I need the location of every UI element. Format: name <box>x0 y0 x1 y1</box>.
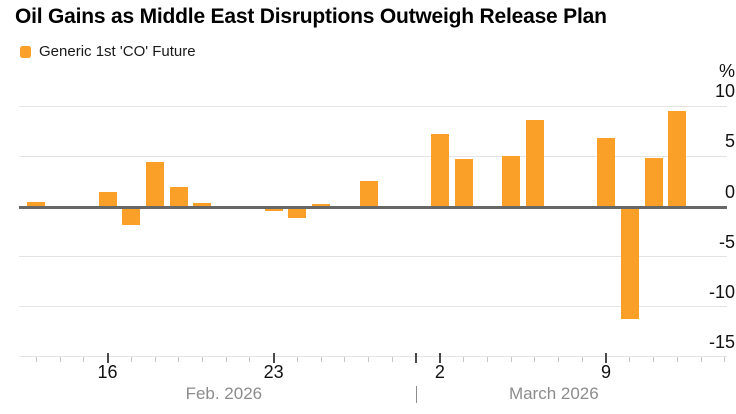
x-major-tick <box>272 353 275 364</box>
x-minor-tick <box>320 356 322 363</box>
y-tick-label--10: -10 <box>708 281 735 302</box>
y-axis-unit-label: % <box>718 61 735 82</box>
bar-mar-11 <box>644 158 663 207</box>
x-minor-tick <box>368 356 370 363</box>
bar-feb-16 <box>98 192 117 207</box>
x-minor-tick <box>558 356 560 363</box>
x-minor-tick <box>296 356 298 363</box>
month-label-1: Feb. 2026 <box>185 384 263 403</box>
x-major-tick <box>438 353 441 364</box>
gridline--15 <box>19 356 727 358</box>
x-minor-tick <box>178 356 180 363</box>
x-major-tick <box>106 353 109 364</box>
y-tick-label-10: 10 <box>714 81 735 102</box>
x-minor-tick <box>154 356 156 363</box>
x-major-tick <box>415 353 418 364</box>
bar-feb-27 <box>359 181 378 207</box>
y-tick-label--15: -15 <box>708 331 735 352</box>
x-major-tick <box>605 353 608 364</box>
x-minor-tick <box>35 356 37 363</box>
x-minor-tick <box>344 356 346 363</box>
x-minor-tick <box>249 356 251 363</box>
bar-mar-9 <box>597 138 616 207</box>
x-minor-tick <box>486 356 488 363</box>
x-minor-tick <box>700 356 702 363</box>
gridline--10 <box>19 306 727 308</box>
x-tick-label-9: 9 <box>601 362 612 382</box>
x-tick-label-16: 16 <box>97 362 118 382</box>
gridline-5 <box>19 155 727 157</box>
x-minor-tick <box>83 356 85 363</box>
legend: Generic 1st 'CO' Future <box>20 43 196 60</box>
chart-title: Oil Gains as Middle East Disruptions Out… <box>15 5 607 28</box>
bar-mar-10 <box>620 206 639 319</box>
bar-feb-13 <box>27 202 46 207</box>
x-minor-tick <box>653 356 655 363</box>
bar-mar-2 <box>430 134 449 207</box>
bar-mar-3 <box>454 159 473 207</box>
bar-feb-25 <box>312 204 331 207</box>
y-tick-label-5: 5 <box>724 131 735 152</box>
x-minor-tick <box>59 356 61 363</box>
bar-mar-12 <box>668 111 687 207</box>
x-minor-tick <box>534 356 536 363</box>
bar-feb-24 <box>288 206 307 218</box>
zero-line <box>19 206 727 209</box>
bar-feb-20 <box>193 203 212 207</box>
x-minor-tick <box>391 356 393 363</box>
x-minor-tick <box>463 356 465 363</box>
x-minor-tick <box>676 356 678 363</box>
y-tick-label-0: 0 <box>724 181 735 202</box>
x-minor-tick <box>629 356 631 363</box>
bar-feb-23 <box>264 206 283 211</box>
x-minor-tick <box>724 356 726 363</box>
month-separator <box>415 386 417 403</box>
x-tick-label-23: 23 <box>263 362 284 382</box>
legend-label: Generic 1st 'CO' Future <box>39 43 196 60</box>
gridline--5 <box>19 256 727 258</box>
bar-feb-17 <box>122 206 141 225</box>
bar-mar-5 <box>502 156 521 207</box>
legend-swatch-icon <box>20 45 31 58</box>
x-minor-tick <box>201 356 203 363</box>
x-tick-label-2: 2 <box>434 362 445 382</box>
x-minor-tick <box>510 356 512 363</box>
bar-feb-19 <box>169 187 188 207</box>
bar-feb-18 <box>146 162 164 207</box>
x-minor-tick <box>130 356 132 363</box>
x-minor-tick <box>581 356 583 363</box>
bar-mar-6 <box>525 120 544 207</box>
gridline-10 <box>19 105 727 107</box>
x-minor-tick <box>225 356 227 363</box>
month-label-2: March 2026 <box>508 384 599 403</box>
y-tick-label--5: -5 <box>718 231 735 252</box>
